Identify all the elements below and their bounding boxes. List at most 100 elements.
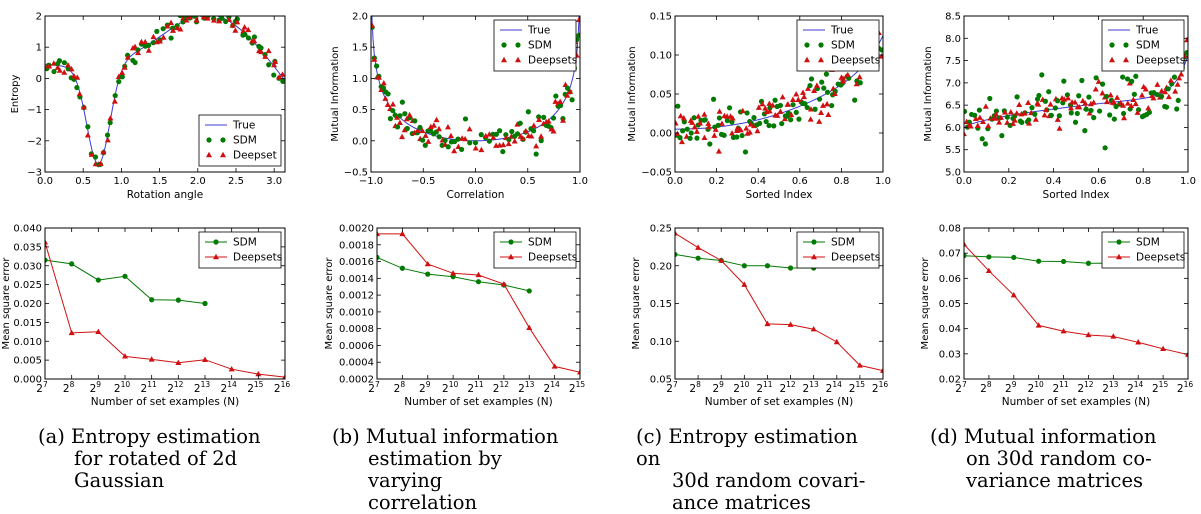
y-tick-label: 5.5 — [945, 145, 961, 156]
deepsets-point — [747, 121, 754, 127]
deepsets-point — [251, 37, 258, 44]
deepsets-point — [689, 119, 696, 125]
deepsets-point — [1092, 86, 1099, 92]
deepsets-point — [1016, 101, 1023, 108]
deepsets-point — [1085, 331, 1092, 338]
sdm-point — [999, 133, 1005, 139]
legend-sdm-marker — [1109, 42, 1115, 48]
sdm-point — [1111, 116, 1117, 122]
sdm-point — [777, 102, 784, 109]
x-tick-label: 215 — [849, 380, 865, 395]
deepsets-point — [1043, 106, 1050, 113]
y-tick-label: 7.0 — [945, 78, 961, 89]
deepsets-point — [46, 63, 53, 69]
deepsets-point — [191, 7, 197, 12]
deepsets-point — [777, 108, 784, 114]
deepsets-point — [1174, 81, 1181, 87]
deepsets-point — [678, 138, 685, 145]
sdm-point — [541, 114, 547, 120]
deepsets-point — [451, 147, 458, 154]
y-axis-label: Mutual Information — [330, 46, 341, 141]
sdm-point — [993, 108, 1000, 114]
sdm-point — [857, 80, 863, 86]
sdm-point — [394, 124, 401, 130]
legend-sdm-marker — [206, 137, 212, 143]
sdm-point — [1099, 81, 1106, 87]
sdm-point — [852, 97, 858, 103]
y-tick-label: 2 — [36, 12, 42, 23]
chart-d_bot: 0.02 0.03 0.04 0.05 0.06 0.07 0.08 27 28 29 210 211… — [920, 224, 1193, 409]
deepsets-point — [279, 71, 285, 77]
deepsets-point — [545, 118, 552, 124]
y-tick-label: 0.010 — [13, 337, 42, 348]
sdm-point — [442, 137, 448, 144]
sdm-point — [751, 115, 757, 121]
chart-b_bot: 0.0002 0.0004 0.0006 0.0008 0.0010 0.0012 0.00… — [324, 224, 585, 409]
deepsets-point — [61, 69, 68, 75]
legend-sdm-marker — [220, 137, 226, 143]
deepsets-point — [462, 135, 469, 142]
deepsets-point — [754, 127, 761, 134]
deepsets-point — [705, 123, 712, 130]
deepsets-point — [177, 26, 184, 32]
sdm-point — [1036, 258, 1042, 264]
y-axis-label: Mean square error — [1, 257, 12, 350]
x-tick-label: 213 — [803, 380, 819, 395]
x-tick-label: −1.0 — [359, 176, 383, 187]
deepsets-point — [472, 145, 479, 151]
sdm-point — [377, 254, 380, 260]
deepsets-point — [1041, 112, 1048, 118]
y-tick-label: 0.02 — [939, 375, 961, 386]
sdm-point — [688, 130, 694, 136]
x-tick-label: 0.8 — [833, 176, 849, 187]
deepsets-point — [774, 112, 781, 118]
plot-area — [45, 7, 285, 168]
sdm-point — [1054, 98, 1061, 104]
caption-d: (d) Mutual information on 30d random co-… — [930, 425, 1157, 492]
sdm-point — [739, 132, 745, 139]
deepsets-point — [262, 53, 269, 59]
sdm-point — [681, 119, 687, 125]
sdm-point — [503, 132, 509, 138]
figure: −3 −2 −1 0 1 2 0.0 0.5 1.0 1.5 2.0 2.5 3.0 Rotation a… — [1, 7, 1196, 409]
legend-box — [1101, 19, 1185, 72]
y-tick-label: 0.0008 — [339, 324, 374, 335]
x-tick-label: 212 — [779, 380, 795, 395]
deepsets-point — [1021, 110, 1028, 116]
sdm-point — [710, 96, 717, 102]
deepsets-point — [1095, 78, 1102, 84]
sdm-point — [1019, 119, 1025, 125]
legend-label: Deepsets — [233, 252, 282, 264]
deepsets-point — [104, 137, 111, 143]
sdm-point — [1097, 108, 1103, 114]
sdm-point — [785, 110, 792, 116]
sdm-point — [280, 78, 285, 84]
deepsets-series-line — [675, 232, 883, 372]
sdm-point — [145, 42, 152, 48]
y-tick-label: 0.040 — [13, 224, 42, 235]
deepsets-point — [1032, 116, 1039, 122]
deepsets-point — [538, 133, 545, 139]
legend-label: Deepsets — [1136, 55, 1185, 67]
deepsets-point — [856, 362, 863, 368]
y-tick-label: 8.5 — [945, 12, 961, 23]
sdm-point — [1120, 74, 1126, 80]
legend-label: True — [232, 120, 255, 132]
legend-box — [198, 231, 282, 269]
deepsets-point — [696, 120, 703, 126]
deepsets-point — [1072, 99, 1079, 105]
x-tick-label: 29 — [712, 380, 724, 395]
sdm-point — [675, 251, 678, 258]
deepsets-point — [1047, 101, 1054, 107]
deepsets-point — [533, 143, 540, 149]
sdm-point — [455, 136, 461, 142]
deepsets-point — [403, 115, 410, 122]
deepsets-point — [695, 244, 702, 250]
deepsets-point — [695, 113, 702, 119]
deepsets-point — [271, 61, 278, 68]
sdm-point — [245, 35, 252, 41]
x-tick-label: 212 — [1077, 380, 1093, 395]
deepsets-point — [522, 127, 529, 134]
deepsets-point — [993, 111, 1000, 117]
legend-deepsets-marker — [1116, 253, 1122, 260]
